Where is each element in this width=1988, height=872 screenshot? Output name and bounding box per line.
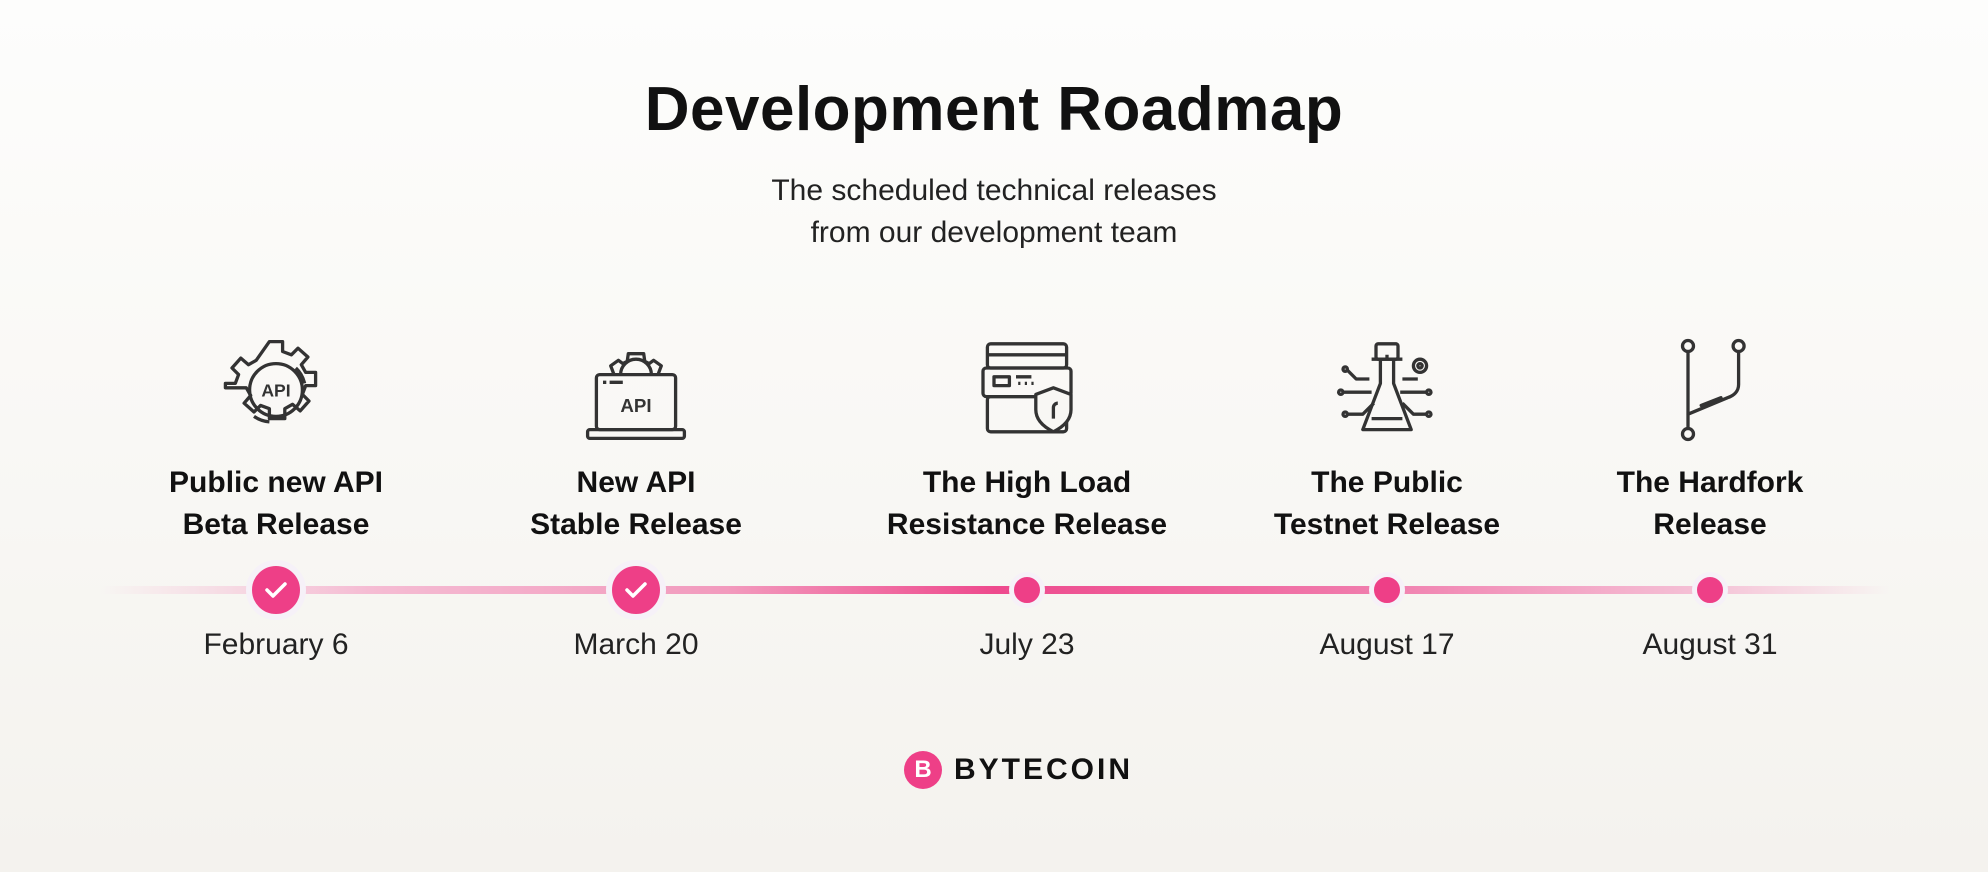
flask-circuit-icon	[1336, 342, 1433, 432]
milestone-date: July 23	[979, 628, 1075, 661]
page-title: Development Roadmap	[644, 75, 1344, 144]
timeline-line	[100, 586, 1890, 594]
title-line: The Public	[1311, 466, 1463, 499]
milestone-date: August 31	[1642, 628, 1778, 661]
milestone-dot-completed	[246, 560, 306, 620]
title-line: The High Load	[922, 466, 1132, 499]
milestone-dot	[1692, 572, 1728, 608]
title-line: Stable Release	[530, 508, 742, 541]
milestone-title: New API Stable Release	[456, 462, 816, 546]
title-line: Public new API	[169, 466, 383, 499]
api-laptop-icon: API	[585, 352, 687, 441]
title-line: New API	[576, 466, 696, 499]
check-icon	[265, 582, 287, 598]
svg-text:API: API	[620, 395, 651, 416]
page-subtitle: The scheduled technical releases from ou…	[0, 170, 1988, 254]
title-line: Release	[1653, 508, 1767, 541]
check-icon	[625, 582, 647, 598]
milestone-title: The Hardfork Release	[1530, 462, 1890, 546]
bytecoin-logo-mark: B	[904, 751, 942, 789]
title-line: The Hardfork	[1616, 466, 1804, 499]
milestone-title: The High Load Resistance Release	[847, 462, 1207, 546]
milestone-date: February 6	[203, 628, 349, 661]
milestone-dot	[1009, 572, 1045, 608]
milestone-title: The Public Testnet Release	[1207, 462, 1567, 546]
api-gear-icon: API	[223, 339, 318, 424]
subtitle-line-2: from our development team	[810, 216, 1178, 249]
git-branch-icon	[1680, 338, 1746, 442]
subtitle-line-1: The scheduled technical releases	[771, 174, 1217, 207]
title-line: Resistance Release	[886, 508, 1168, 541]
milestone-title: Public new API Beta Release	[96, 462, 456, 546]
title-line: Testnet Release	[1273, 508, 1501, 541]
bytecoin-wordmark: BYTECOIN	[954, 753, 1134, 786]
milestone-date: March 20	[573, 628, 699, 661]
milestone-dot	[1369, 572, 1405, 608]
server-shield-icon	[981, 342, 1073, 434]
milestone-dot-completed	[606, 560, 666, 620]
milestone-date: August 17	[1319, 628, 1455, 661]
title-line: Beta Release	[182, 508, 370, 541]
bytecoin-logo: B BYTECOIN	[904, 751, 1133, 789]
svg-text:API: API	[261, 381, 290, 401]
